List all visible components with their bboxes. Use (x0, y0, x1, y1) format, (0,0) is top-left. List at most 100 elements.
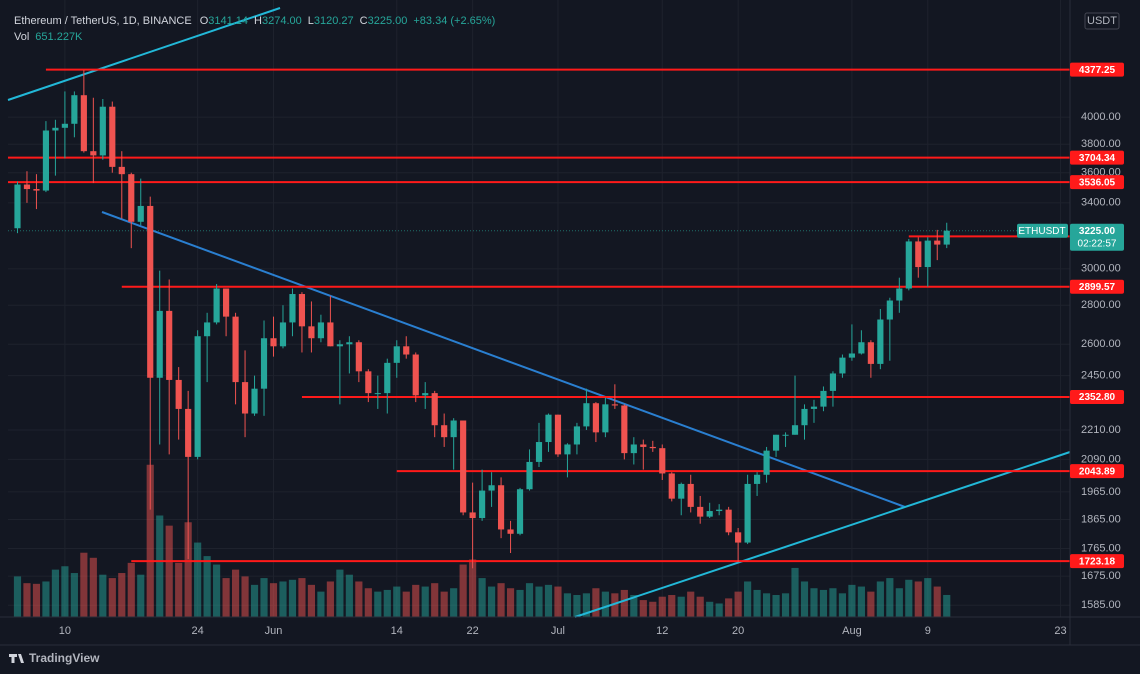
y-tick-label: 2450.00 (1081, 370, 1121, 382)
candle-body (526, 461, 533, 490)
volume-bar (241, 576, 249, 617)
legend-value: 3225.00 (368, 15, 408, 27)
y-tick-label: 1965.00 (1081, 486, 1121, 498)
candle-body (697, 506, 704, 517)
volume-bar (80, 552, 88, 617)
candle-body (934, 240, 941, 245)
ticker: ETHUSDT (1018, 226, 1065, 237)
candle-body (554, 414, 562, 455)
volume-bar (706, 601, 714, 617)
candle-body (602, 404, 609, 433)
volume-bar (611, 593, 619, 617)
volume-bar (535, 586, 543, 617)
volume-bar (924, 578, 932, 617)
volume-bar (639, 600, 647, 617)
volume-bar (800, 581, 809, 617)
ticker-box (1017, 223, 1068, 238)
y-tick-label: 1765.00 (1081, 542, 1121, 554)
y-tick-label: 2210.00 (1081, 424, 1121, 436)
candle-body (260, 338, 268, 389)
volume-header: Vol 651.227K (14, 31, 83, 43)
candle-body (213, 288, 220, 323)
x-tick-label: 12 (656, 625, 668, 637)
candle-body (573, 426, 581, 445)
trend-line (574, 451, 1071, 618)
candle-body (867, 342, 874, 364)
candle-body (516, 489, 524, 534)
candle-body (166, 310, 173, 380)
candle-body (393, 346, 400, 363)
volume-bar (781, 593, 790, 617)
volume-bar (279, 581, 287, 617)
candle-body (924, 240, 931, 268)
volume-bar (497, 583, 505, 617)
volume-bar (544, 584, 553, 617)
candle-body (422, 393, 429, 396)
trend-line (7, 7, 281, 101)
candle-body (659, 448, 666, 474)
volume-bar (725, 598, 733, 617)
candle-body (592, 403, 599, 433)
volume-bar (857, 586, 865, 617)
candle-body (687, 483, 694, 507)
volume-bar (601, 591, 609, 617)
volume-bar (525, 583, 534, 617)
axes: 1585.00 1675.00 1765.00 1865.00 1965.00 2090.… (59, 62, 1124, 637)
y-tick-label: 4000.00 (1081, 111, 1121, 123)
volume-bar (23, 583, 31, 617)
candle-body (611, 404, 618, 406)
y-tick-label: 1675.00 (1081, 570, 1121, 582)
countdown: 02:22:57 (1078, 238, 1117, 249)
candle-body (678, 483, 685, 499)
volume-bar (668, 595, 676, 617)
candle-body (896, 288, 903, 301)
volume-bar (696, 596, 704, 617)
level-label-box (1070, 175, 1124, 190)
candle-body (905, 241, 912, 289)
candle-body (507, 529, 514, 534)
legend-value: 3141.14 (208, 15, 248, 27)
level-label-box (1070, 389, 1124, 404)
volume-bar (99, 574, 107, 617)
candle-body (848, 353, 855, 358)
y-tick-label: 2800.00 (1081, 299, 1121, 311)
volume-bar (203, 556, 211, 617)
candle-body (403, 346, 410, 355)
candle-body (545, 414, 552, 443)
candle-body (772, 434, 780, 451)
volume-bar (620, 589, 628, 617)
candle-body (886, 300, 893, 320)
volume-bar (32, 583, 41, 617)
candle-body (915, 241, 922, 268)
volume-bar (459, 564, 467, 617)
candle-body (194, 336, 201, 457)
volume-bar (175, 562, 183, 617)
legend-key: H (254, 15, 262, 27)
candle-body (185, 408, 192, 457)
candle-body (241, 382, 249, 414)
candle-body (336, 344, 343, 347)
candle-body (308, 326, 315, 339)
volume-bar (829, 588, 837, 617)
brand: TradingView (29, 651, 100, 665)
volume-bar (184, 522, 192, 617)
level-label: 2352.80 (1079, 392, 1116, 403)
candle-body (156, 310, 163, 378)
volume-bar (137, 574, 145, 617)
volume-bar (374, 591, 382, 617)
candle-body (858, 342, 865, 354)
price-label: 3225.00 (1079, 226, 1116, 237)
volume-bar (838, 593, 847, 617)
volume-bar (146, 464, 154, 617)
volume-bar (307, 584, 316, 617)
legend-value: 3120.27 (314, 15, 354, 27)
candle-body (61, 123, 68, 128)
y-tick-label: 1865.00 (1081, 513, 1121, 525)
candle-body (147, 205, 154, 378)
trend-line (101, 211, 906, 508)
level-label: 3536.05 (1079, 177, 1116, 188)
volume-value: 651.227K (35, 31, 83, 43)
volume-bar (355, 581, 363, 617)
volume-bar (165, 525, 173, 617)
